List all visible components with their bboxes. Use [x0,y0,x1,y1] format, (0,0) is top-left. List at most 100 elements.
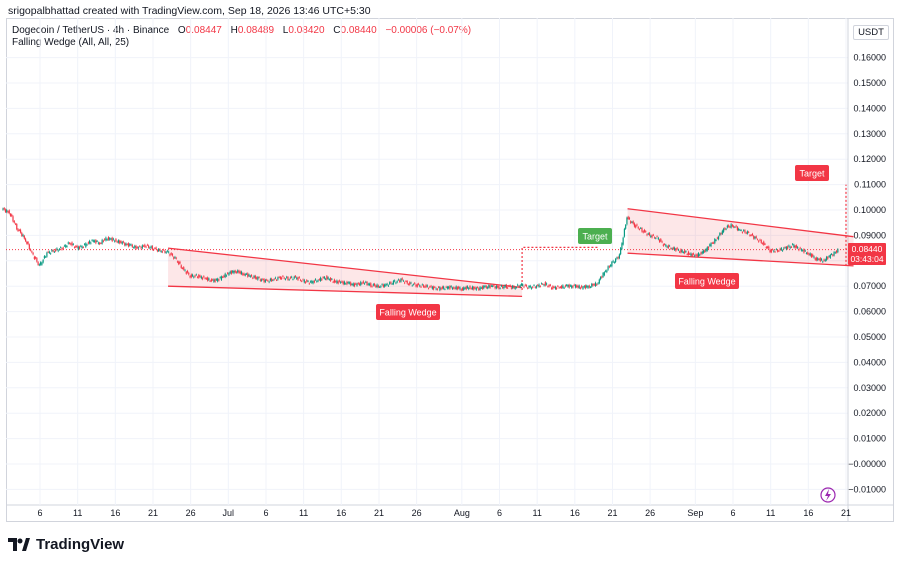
candle-body [449,286,451,289]
candle-body [76,245,78,248]
candle-body [41,262,43,265]
candle-body [833,251,835,256]
candle-body [451,287,454,289]
candle-body [550,287,553,289]
currency-selector[interactable]: USDT [853,25,889,40]
candle-body [116,241,118,243]
tradingview-logo[interactable]: TradingView [8,536,124,553]
candle-body [302,279,304,281]
candle-body [787,246,789,249]
candle-body [134,245,136,248]
candle-body [278,276,280,278]
candle-body [351,284,353,286]
candle-body [485,286,487,288]
candle-body [124,243,126,246]
candle-body [769,249,771,253]
candle-body [484,285,486,287]
wedge-lower-line [627,252,854,267]
symbol-name[interactable]: Dogecoin / TetherUS · 4h · Binance [12,25,170,36]
candle-body [499,288,501,290]
candle-body [489,285,491,288]
candle-body [307,280,309,282]
candle-body [807,252,809,254]
candle-body [638,229,641,231]
time-axis[interactable]: 6 11 16 21 26 Jul 6 11 16 21 26 Aug 6 11 16 21 26 Sep 6 11 1… [37,508,851,518]
falling-wedge-label-bg [376,304,440,320]
change-value: −0.00006 (−0.07%) [385,25,472,36]
candle-body [765,247,767,249]
candle-body [70,243,72,245]
candle-body [88,240,91,244]
candle-body [760,240,762,243]
candle-body [717,236,720,240]
candle-body [677,249,679,251]
wedge-upper-line [167,247,523,289]
candle-body [768,246,770,249]
candle-body [101,239,103,244]
candle-body [601,276,603,278]
candle-body [561,285,563,289]
candle-body [579,287,582,289]
candle-body [657,237,659,240]
x-tick-label: 6 [37,508,42,518]
candle-body [238,270,240,273]
candle-body [636,224,638,226]
candle-body [480,287,482,289]
lightning-icon[interactable] [820,487,836,503]
candle-body [35,257,37,259]
candle-body [105,237,107,241]
candle-body [670,248,672,250]
x-tick-label: 16 [336,508,346,518]
indicator-legend[interactable]: Falling Wedge (All, All, 25) [12,37,130,48]
candle-body [514,287,516,289]
candle-body [596,284,598,286]
candle-body [51,250,53,252]
candle-body [107,237,110,240]
candle-body [695,254,697,256]
candle-body [252,277,254,279]
candle-body [646,234,648,236]
candle-body [525,285,528,287]
candle-body [279,277,282,279]
x-tick-label: Jul [223,508,235,518]
target-label-text: Target [799,169,825,179]
candle-body [486,287,489,289]
candle-body [745,232,747,234]
candle-body [829,254,831,258]
candle-body [293,276,295,279]
target-label: Target [795,165,829,181]
last-price: 0.08440 [852,244,883,254]
candle-body [80,245,82,247]
candle-body [748,231,750,233]
candle-body [282,276,284,277]
candle-body [174,256,176,258]
candle-body [194,275,196,277]
candle-body [548,284,550,287]
candle-body [306,280,308,282]
price-tag: 0.08440 03:43:04 [848,243,886,265]
candle-body [381,284,383,286]
candle-body [802,250,804,252]
candle-body [331,278,333,280]
candle-body [151,246,153,250]
falling-wedge-label-text: Falling Wedge [379,308,436,318]
candle-body [29,249,32,251]
candle-body [415,284,417,287]
symbol-legend[interactable]: Dogecoin / TetherUS · 4h · Binance O0.08… [12,24,471,37]
candle-body [612,260,614,262]
candle-body [243,273,245,276]
candle-body [518,286,520,287]
candle-body [173,257,175,259]
candle-body [631,221,633,223]
candle-body [8,210,10,214]
candle-body [427,288,430,290]
candle-body [562,285,564,288]
candle-body [186,270,189,273]
candle-body [620,248,622,255]
price-axis[interactable]: 0.16000 0.15000 0.14000 0.13000 0.12000 0.110… [848,53,886,495]
candle-body [68,242,71,244]
candle-body [360,281,362,286]
candle-body [222,276,224,278]
candle-body [523,286,525,288]
